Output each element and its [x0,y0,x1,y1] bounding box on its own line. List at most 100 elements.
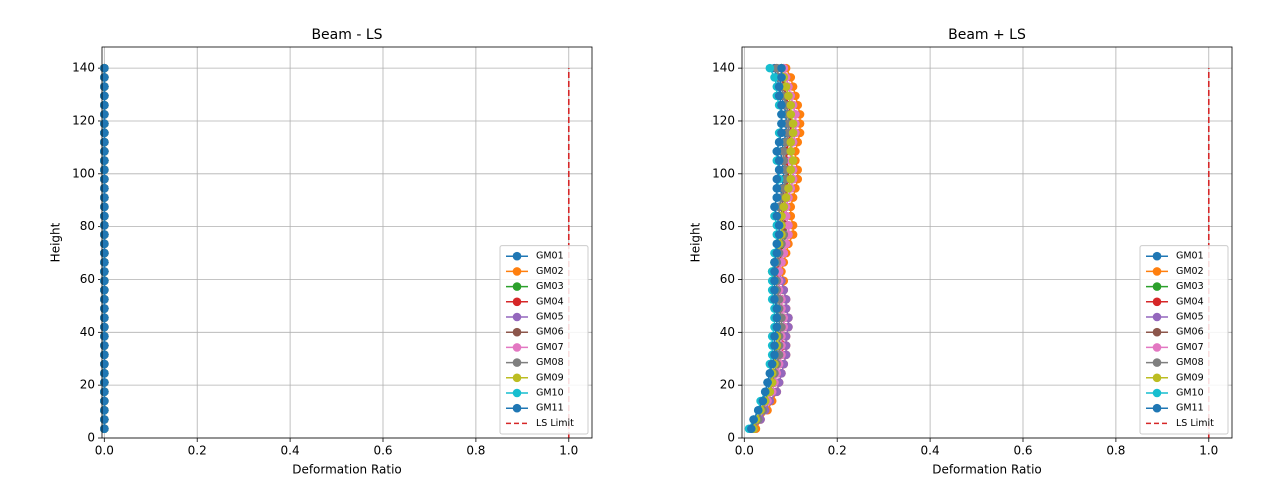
data-point [100,424,109,434]
legend-label: GM07 [536,342,564,353]
legend-marker [1152,343,1162,352]
plot-frame [741,46,1233,439]
legend-label: GM05 [1176,312,1204,323]
y-tick-label: 60 [80,272,95,286]
data-point [781,193,791,202]
x-axis-label: Deformation Ratio [932,463,1042,477]
data-point [100,156,109,165]
data-point [100,322,109,332]
legend: GM01 GM02 GM03 GM04 GM05 GM06 GM07 GM08 GM09 GM10… [1139,245,1229,435]
y-tick-label: 40 [80,325,95,339]
data-point [100,128,109,138]
data-point [100,405,109,415]
data-point [774,165,784,175]
y-tick-label: 80 [720,219,735,233]
x-tick-label: 0.6 [1013,444,1032,458]
data-point [100,202,109,212]
y-tick-label: 20 [720,378,735,392]
data-point [100,91,109,101]
data-point [765,368,775,378]
series-line [750,68,783,429]
data-point [774,82,784,91]
plot-frame [101,46,593,439]
data-point [100,276,109,286]
data-point [777,110,786,119]
legend-marker [1152,403,1162,413]
series-line [752,67,794,429]
data-point [753,405,763,415]
data-point [749,415,758,424]
chart-title: Beam - LS [311,27,382,43]
legend-label: GM10 [536,388,564,399]
data-point [770,258,779,267]
y-tick-label: 140 [712,61,735,75]
y-tick-label: 120 [72,113,95,127]
legend-label: GM03 [1176,281,1204,292]
data-point [777,119,786,128]
series-line [752,67,797,430]
data-point [786,110,796,119]
series-line [752,67,790,430]
legend-marker [512,327,522,337]
legend-label: GM07 [1176,342,1204,353]
x-tick-label: 0.2 [188,444,207,458]
y-tick-label: 40 [720,325,735,339]
data-point [100,304,109,313]
data-point [786,137,796,147]
data-point [100,63,109,73]
legend-label: GM10 [1176,388,1204,399]
y-tick-label: 140 [72,61,95,75]
data-point [100,211,109,221]
data-point [786,100,796,110]
chart: Beam - LS 0.0 0.2 0.4 0.6 0.8 1.0 0 20 40 60 80 100 1… [49,27,593,477]
data-point [100,174,109,184]
data-point [774,137,784,147]
data-point [788,156,798,165]
legend-marker [1152,373,1162,383]
data-point [100,73,109,82]
legend-label: LS Limit [536,418,574,429]
legend-label: GM04 [1176,296,1204,307]
data-point [777,128,786,138]
data-point [779,202,789,212]
data-point [100,82,109,91]
legend-label: GM09 [1176,372,1204,383]
data-point [100,110,109,119]
data-point [100,258,109,267]
x-axis-label: Deformation Ratio [292,463,402,477]
data-point [770,202,779,212]
data-point [770,276,779,286]
data-point [770,285,779,295]
chart-title: Beam + LS [948,27,1026,43]
y-axis-label: Height [689,222,703,262]
data-point [770,295,779,304]
data-point [784,184,793,193]
legend-label: GM03 [536,281,564,292]
y-tick-label: 80 [80,219,95,233]
legend-marker [512,282,522,291]
data-point [784,221,793,230]
series-line [748,67,783,430]
legend-box [1139,245,1229,435]
data-point [772,174,782,184]
x-tick-label: 0.8 [1106,444,1125,458]
legend-marker [1152,388,1162,398]
data-point [100,359,109,369]
legend-marker [512,358,522,367]
data-point [774,221,784,230]
y-tick-label: 0 [727,431,735,445]
data-point [767,359,777,369]
data-point [781,82,791,91]
data-point [772,211,782,221]
data-point [786,147,796,156]
data-point [100,415,109,424]
x-tick-label: 0.4 [281,444,300,458]
data-point [777,73,786,82]
y-tick-label: 120 [712,113,735,127]
y-tick-label: 20 [80,378,95,392]
data-point [100,396,109,406]
data-point [772,193,782,202]
data-point [770,73,779,82]
x-tick-label: 1.0 [1199,444,1218,458]
data-point [100,295,109,304]
